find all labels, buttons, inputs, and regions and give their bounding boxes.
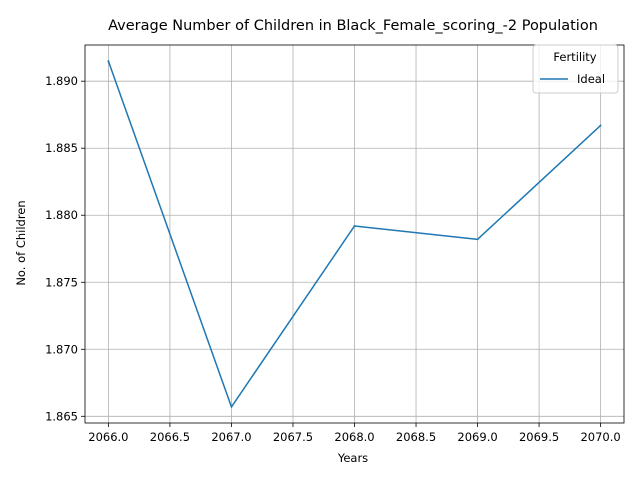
x-axis-label: Years <box>337 451 368 465</box>
x-tick-label: 2069.5 <box>519 430 559 444</box>
legend: Fertility Ideal <box>532 44 619 94</box>
x-axis-ticks: 2066.0 2066.5 2067.0 2067.5 2068.0 2068.5 2069… <box>88 423 621 444</box>
y-tick-label: 1.880 <box>45 208 78 222</box>
data-point <box>230 406 233 408</box>
legend-title: Fertility <box>553 50 596 64</box>
x-tick-label: 2070.0 <box>580 430 620 444</box>
x-tick-label: 2068.0 <box>334 430 374 444</box>
y-tick-label: 1.890 <box>45 74 78 88</box>
x-tick-label: 2067.0 <box>211 430 251 444</box>
y-tick-label: 1.875 <box>45 275 78 289</box>
data-point <box>476 238 479 241</box>
legend-label-ideal: Ideal <box>577 72 605 86</box>
x-tick-label: 2066.5 <box>150 430 190 444</box>
series-lines <box>107 60 602 408</box>
y-axis-label: No. of Children <box>14 200 28 285</box>
data-point <box>107 60 110 62</box>
grid-lines <box>85 45 624 423</box>
data-point <box>353 225 356 227</box>
x-tick-label: 2068.5 <box>396 430 436 444</box>
x-tick-label: 2067.5 <box>273 430 313 444</box>
y-tick-label: 1.885 <box>45 141 78 155</box>
data-point <box>599 124 602 127</box>
y-tick-label: 1.865 <box>45 409 78 423</box>
chart-title: Average Number of Children in Black_Fema… <box>108 18 598 34</box>
x-tick-label: 2066.0 <box>88 430 128 444</box>
x-tick-label: 2069.0 <box>457 430 497 444</box>
y-axis-ticks: 1.865 1.870 1.875 1.880 1.885 1.890 <box>45 74 85 423</box>
y-tick-label: 1.870 <box>45 342 78 356</box>
legend-box <box>532 44 619 94</box>
